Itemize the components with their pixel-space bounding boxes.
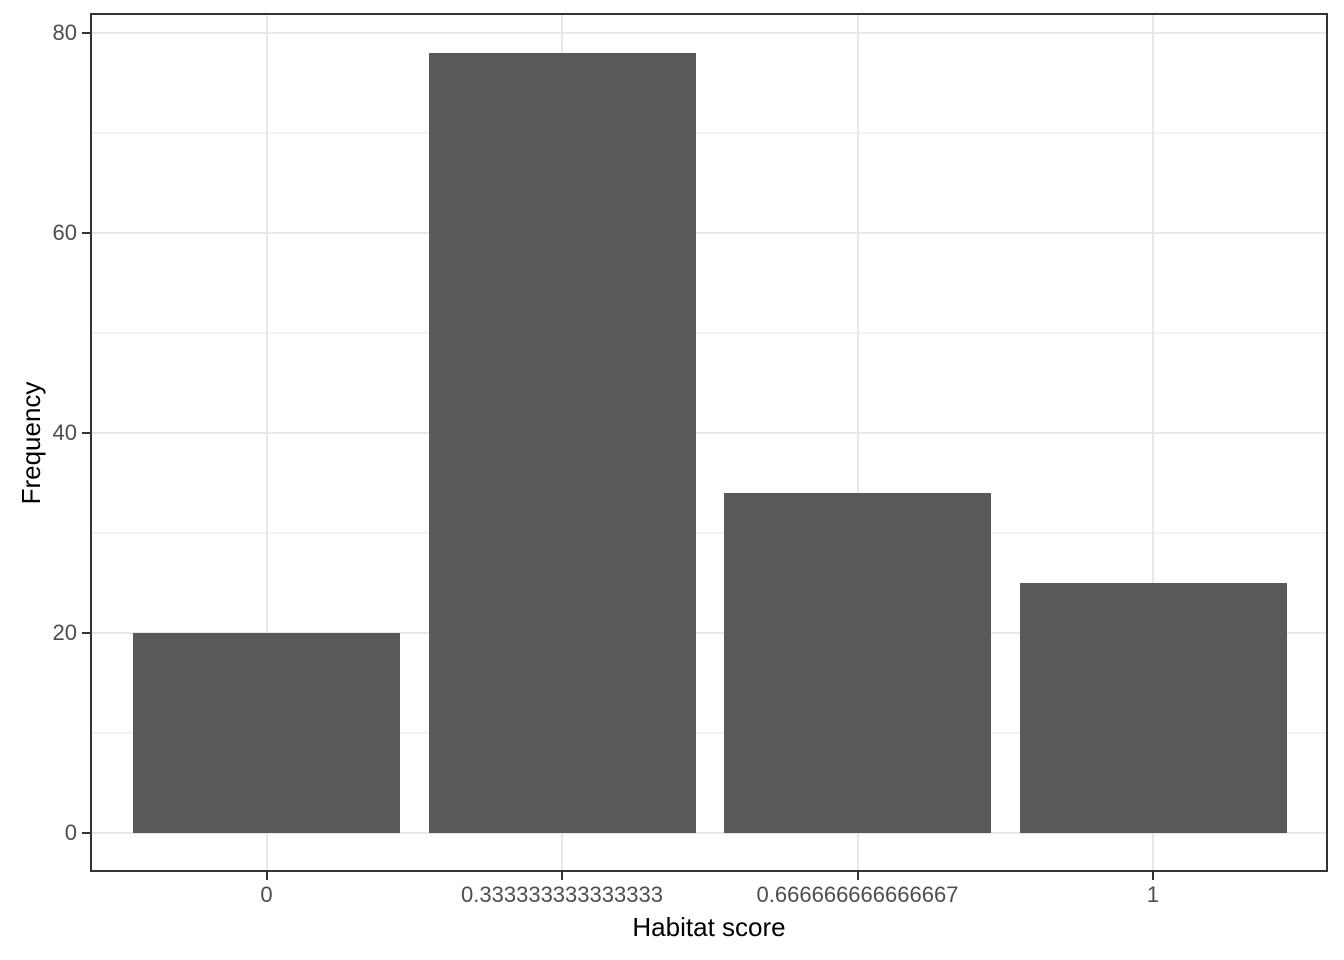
bar bbox=[1019, 583, 1287, 833]
x-tick-label: 1 bbox=[1146, 882, 1160, 907]
x-tick-label: 0.666666666666667 bbox=[756, 882, 959, 907]
x-tick-mark bbox=[561, 872, 564, 880]
y-tick-label: 80 bbox=[52, 20, 77, 45]
y-gridline-major bbox=[90, 632, 1328, 634]
y-tick-mark bbox=[82, 832, 90, 835]
x-tick-label: 0.333333333333333 bbox=[461, 882, 663, 907]
y-gridline-major bbox=[90, 232, 1328, 234]
y-tick-mark bbox=[82, 32, 90, 35]
x-tick-mark bbox=[856, 872, 859, 880]
bar bbox=[428, 53, 696, 833]
x-gridline-major bbox=[1152, 13, 1154, 872]
y-tick-label: 40 bbox=[52, 420, 77, 445]
y-tick-mark bbox=[82, 632, 90, 635]
bar bbox=[133, 633, 400, 833]
y-gridline-minor bbox=[90, 732, 1328, 734]
y-gridline-major bbox=[90, 32, 1328, 34]
x-tick-mark bbox=[265, 872, 268, 880]
plot-panel bbox=[90, 13, 1328, 872]
y-tick-label: 20 bbox=[52, 620, 77, 645]
x-gridline-major bbox=[856, 13, 859, 872]
y-gridline-minor bbox=[90, 132, 1328, 134]
y-gridline-major bbox=[90, 432, 1328, 434]
x-tick-label: 0 bbox=[260, 882, 273, 907]
y-tick-label: 60 bbox=[52, 220, 77, 245]
y-gridline-major bbox=[90, 832, 1328, 834]
bar bbox=[724, 493, 991, 833]
y-tick-label: 0 bbox=[64, 820, 77, 845]
y-tick-mark bbox=[82, 432, 90, 435]
y-gridline-minor bbox=[90, 532, 1328, 534]
x-gridline-major bbox=[265, 13, 268, 872]
x-axis-title: Habitat score bbox=[632, 912, 786, 942]
y-tick-mark bbox=[82, 232, 90, 235]
y-gridline-minor bbox=[90, 332, 1328, 334]
x-tick-mark bbox=[1152, 872, 1155, 880]
